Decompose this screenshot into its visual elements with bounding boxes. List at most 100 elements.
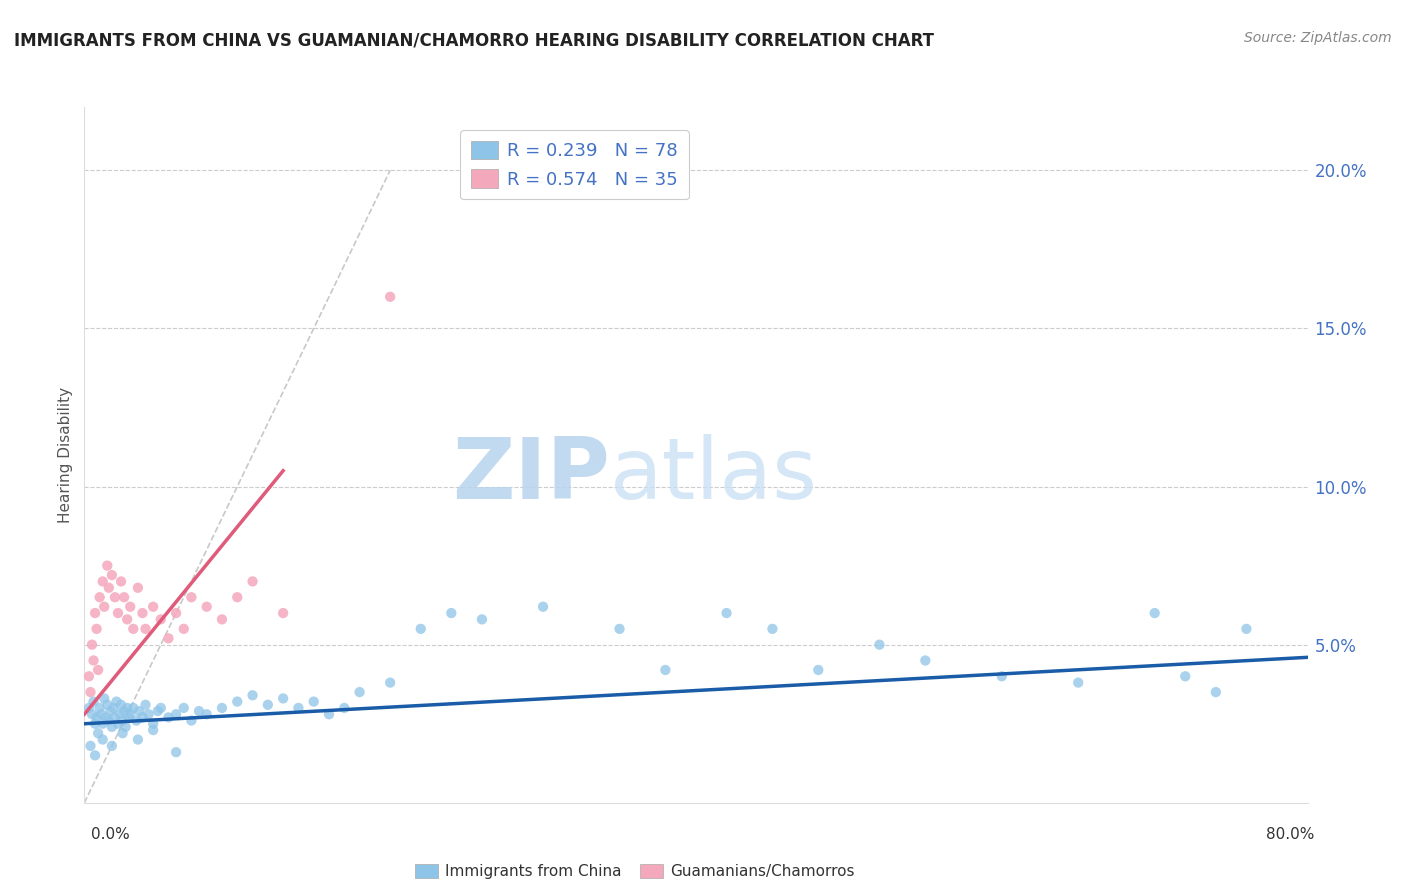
Point (96, 558, 118, 573)
Point (180, 714, 202, 728)
Point (142, 716, 165, 731)
Point (94, 710, 117, 724)
Point (96, 698, 118, 712)
Point (302, 695, 325, 709)
Point (105, 695, 128, 709)
Point (654, 663, 676, 677)
Point (111, 714, 134, 728)
Point (226, 591, 249, 605)
Point (991, 669, 1014, 683)
Point (131, 606, 153, 620)
Point (142, 723, 165, 737)
Point (107, 716, 129, 731)
Point (807, 663, 830, 677)
Text: ZIP: ZIP (453, 434, 610, 517)
Point (173, 622, 195, 636)
Y-axis label: Hearing Disability: Hearing Disability (58, 387, 73, 523)
Point (257, 698, 280, 712)
Point (125, 714, 148, 728)
Point (79, 685, 101, 699)
Point (380, 675, 402, 690)
Point (333, 701, 356, 715)
Point (84, 606, 107, 620)
Point (1067, 675, 1090, 690)
Point (77, 669, 100, 683)
Point (98, 704, 121, 718)
Point (157, 710, 180, 724)
Point (120, 707, 142, 722)
Point (80, 638, 103, 652)
Point (226, 695, 249, 709)
Point (318, 707, 340, 722)
Point (149, 612, 172, 626)
Point (761, 622, 783, 636)
Point (165, 606, 187, 620)
Point (101, 568, 124, 582)
Point (77, 701, 100, 715)
Point (86, 710, 108, 724)
Point (122, 622, 145, 636)
Point (165, 707, 187, 722)
Point (97, 581, 120, 595)
Point (110, 574, 132, 589)
Point (101, 720, 124, 734)
Point (115, 612, 138, 626)
Point (440, 606, 463, 620)
Point (471, 612, 494, 626)
Point (80, 707, 103, 722)
Point (380, 290, 402, 304)
Point (111, 726, 134, 740)
Text: 0.0%: 0.0% (91, 827, 131, 841)
Text: 80.0%: 80.0% (1267, 827, 1315, 841)
Point (91, 732, 114, 747)
Point (107, 606, 129, 620)
Point (138, 707, 160, 722)
Point (135, 698, 157, 712)
Point (131, 710, 153, 724)
Point (87, 663, 110, 677)
Point (127, 581, 149, 595)
Point (716, 606, 738, 620)
Point (84, 748, 107, 763)
Point (79, 739, 101, 753)
Point (91, 716, 114, 731)
Point (83, 695, 105, 709)
Point (242, 574, 264, 589)
Point (104, 710, 127, 724)
Point (1236, 622, 1258, 636)
Point (127, 732, 149, 747)
Point (103, 701, 125, 715)
Point (211, 701, 233, 715)
Point (1205, 685, 1227, 699)
Point (108, 707, 131, 722)
Point (87, 726, 110, 740)
Point (211, 612, 233, 626)
Point (180, 591, 202, 605)
Point (195, 599, 218, 614)
Point (1143, 606, 1166, 620)
Point (93, 599, 115, 614)
Point (165, 745, 187, 759)
Point (104, 591, 127, 605)
Legend: Immigrants from China, Guamanians/Chamorros: Immigrants from China, Guamanians/Chamor… (409, 858, 860, 886)
Point (93, 691, 115, 706)
Point (271, 606, 294, 620)
Point (271, 691, 294, 706)
Point (869, 638, 891, 652)
Point (112, 704, 135, 718)
Point (1174, 669, 1197, 683)
Point (146, 704, 169, 718)
Point (114, 720, 136, 734)
Point (101, 739, 124, 753)
Point (409, 622, 432, 636)
Point (89, 591, 111, 605)
Point (90, 707, 112, 722)
Point (914, 653, 936, 667)
Point (142, 599, 165, 614)
Point (91, 574, 114, 589)
Point (242, 688, 264, 702)
Point (287, 701, 309, 715)
Point (135, 622, 157, 636)
Point (531, 599, 554, 614)
Point (83, 653, 105, 667)
